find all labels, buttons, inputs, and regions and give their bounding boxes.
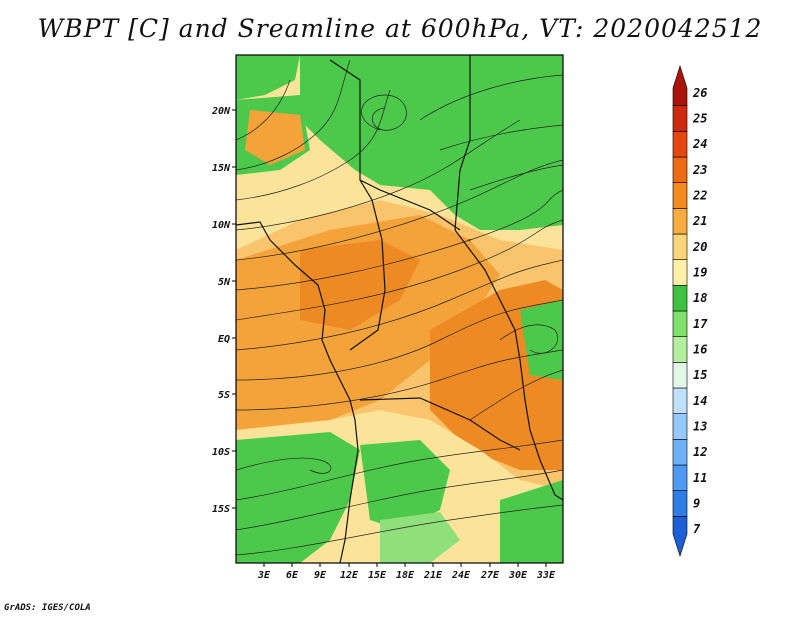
colorbar-label: 15 — [693, 368, 707, 382]
colorbar: 7 9 11 12 13 14 15 16 17 18 19 20 21 22 23 24 25 26 — [672, 65, 708, 557]
shade-central-dark — [300, 240, 420, 330]
streamline-11 — [419, 74, 563, 121]
colorbar-label: 21 — [692, 214, 707, 228]
lon-tick-label: 24E — [451, 570, 471, 581]
colorbar-label: 20 — [692, 240, 707, 254]
colorbar-segment — [672, 464, 688, 491]
colorbar-segment — [672, 208, 688, 235]
grads-credit: GrADS: IGES/COLA — [4, 603, 91, 613]
colorbar-segment — [672, 105, 688, 132]
lat-tick-label: 20N — [211, 106, 231, 117]
colorbar-segment — [672, 490, 688, 517]
colorbar-segment — [672, 285, 688, 312]
streamline-1 — [236, 189, 563, 291]
shade-south-green — [360, 440, 450, 530]
shade-nw-green — [236, 55, 300, 100]
colorbar-top-triangle — [672, 65, 688, 106]
streamline-vortex-north — [361, 94, 407, 131]
lat-tick-label: 5N — [218, 277, 231, 288]
colorbar-segment — [672, 233, 688, 260]
lon-tick-label: 33E — [536, 570, 556, 581]
colorbar-segment — [672, 156, 688, 183]
lon-tick-label: 21E — [423, 570, 443, 581]
streamline-7 — [236, 119, 521, 231]
coastline-west — [236, 221, 359, 563]
streamline-12 — [439, 124, 563, 151]
colorbar-label: 12 — [693, 445, 707, 459]
streamline-9 — [236, 59, 351, 171]
streamline-17 — [469, 369, 563, 421]
streamline-10 — [236, 79, 291, 141]
colorbar-segment — [672, 336, 688, 363]
lat-tick-label: 5S — [218, 390, 230, 401]
lon-tick-label: 27E — [480, 570, 500, 581]
colorbar-label: 16 — [693, 343, 707, 357]
border-north — [329, 59, 461, 231]
lon-tick-label: 12E — [340, 570, 359, 581]
colorbar-label: 19 — [693, 266, 707, 280]
lat-tick-label: 10N — [212, 220, 231, 231]
shade-south-lightgreen — [380, 512, 460, 563]
country-borders — [236, 55, 563, 563]
streamline-13 — [469, 164, 563, 191]
lon-tick-label: 6E — [286, 570, 299, 581]
colorbar-label: 17 — [693, 317, 708, 331]
lon-tick-label: 30E — [508, 570, 528, 581]
colorbar-segment — [672, 131, 688, 158]
colorbar-segment — [672, 182, 688, 209]
shade-se-green — [500, 480, 563, 563]
streamline-16 — [236, 504, 563, 556]
colorbar-label: 22 — [692, 189, 707, 203]
shade-nw-orange — [245, 110, 305, 165]
streamline-8 — [236, 89, 391, 201]
colorbar-segment — [672, 387, 688, 414]
map-title: WBPT [C] and Sreamline at 600hPa, VT: 20… — [37, 14, 763, 43]
colorbar-label: 11 — [693, 471, 707, 485]
border-east — [454, 55, 563, 501]
colorbar-label: 18 — [693, 291, 707, 305]
streamline-vortex-south — [236, 457, 332, 474]
streamline-4 — [236, 299, 563, 381]
colorbar-bottom-triangle — [672, 516, 688, 557]
border-central — [349, 179, 386, 351]
lat-tick-label: EQ — [218, 334, 230, 345]
wbpt-shading — [236, 55, 563, 563]
colorbar-segment — [672, 259, 688, 286]
streamlines — [236, 59, 563, 556]
colorbar-label: 25 — [692, 112, 707, 126]
lon-tick-label: 3E — [257, 570, 271, 581]
lat-tick-label: 10S — [212, 447, 230, 458]
lon-axis: 3E 6E 9E 12E 15E 18E 21E 24E 27E 30E 33E — [257, 563, 556, 581]
map-frame — [235, 54, 564, 564]
colorbar-label: 26 — [692, 86, 707, 100]
colorbar-label: 7 — [693, 522, 701, 536]
colorbar-segment — [672, 413, 688, 440]
streamline-15 — [236, 469, 563, 531]
colorbar-segment — [672, 439, 688, 466]
streamline-vortex-east — [499, 324, 558, 354]
shade-east-green — [520, 300, 563, 380]
lon-tick-label: 18E — [396, 570, 415, 581]
lon-tick-label: 15E — [368, 570, 387, 581]
streamline-2 — [236, 219, 563, 321]
lon-tick-label: 9E — [314, 570, 327, 581]
colorbar-label: 23 — [692, 163, 707, 177]
border-south — [359, 397, 521, 451]
colorbar-label: 9 — [693, 497, 700, 511]
colorbar-segment — [672, 310, 688, 337]
lat-axis: 20N 15N 10N 5N EQ 5S 10S 15S — [211, 106, 236, 515]
streamline-3 — [236, 259, 563, 351]
streamline-5 — [236, 349, 563, 411]
colorbar-label: 14 — [693, 394, 707, 408]
streamline-14 — [236, 439, 563, 501]
colorbar-label: 24 — [692, 137, 707, 151]
lat-tick-label: 15S — [212, 504, 230, 515]
colorbar-label: 13 — [693, 420, 707, 434]
colorbar-segment — [672, 362, 688, 389]
lat-tick-label: 15N — [212, 163, 231, 174]
